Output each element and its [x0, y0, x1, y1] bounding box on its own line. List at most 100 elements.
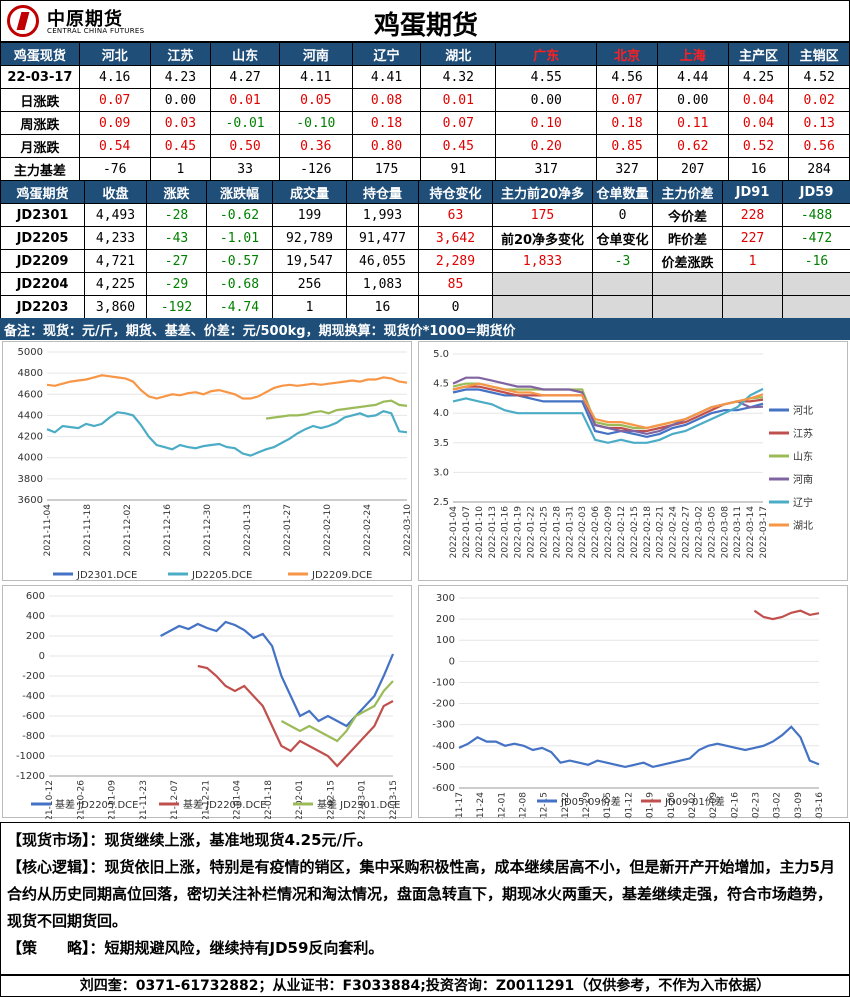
spot-cell: 0.07 — [596, 88, 658, 112]
chart-spread: 300 200 100 0 -100 -200 -300 -400 -500 -600 2021-1… — [418, 585, 848, 819]
company-logo: 中原期货 CENTRAL CHINA FUTURES — [7, 5, 167, 39]
spot-header-cell: 江苏 — [149, 42, 212, 66]
futures-cell: -43 — [146, 226, 207, 250]
commentary-strategy: 【策 略】：短期规避风险，继续持有JD59反向套利。 — [7, 935, 843, 962]
spot-cell: 1 — [149, 157, 212, 181]
futures-cell: -28 — [146, 203, 207, 227]
spot-header-cell: 北京 — [596, 42, 658, 66]
futures-cell: 今价差 — [652, 203, 723, 227]
y-tick-label: 3.5 — [433, 438, 449, 449]
basis-chart: 6004002000-200-400-600-800-1000-12002021… — [16, 591, 401, 819]
spot-cell: 0.50 — [210, 134, 280, 158]
y-tick-label: 0 — [449, 656, 455, 667]
spot-row: 日涨跌 0.07 0.00 0.01 0.05 0.08 0.01 0.00 0.07 0.00 0… — [0, 88, 850, 112]
x-tick-label: 2022-03-10 — [403, 504, 413, 557]
y-tick-label: 400 — [26, 611, 45, 622]
spot-cell: 284 — [788, 157, 850, 181]
x-tick-label: 2022-03-16 — [815, 792, 825, 819]
futures-table: 鸡蛋期货 收盘 涨跌 涨跌幅 成交量 持仓量 持仓变化 主力前20净多 仓单数量 主力价差 JD91… — [0, 180, 850, 319]
futures-cell — [722, 272, 783, 296]
futures-cell: -0.68 — [206, 272, 273, 296]
futures-cell: 4,225 — [84, 272, 147, 296]
x-tick-label: 2021-11-09 — [108, 780, 118, 819]
x-tick-label: 2022-02-03 — [578, 506, 588, 558]
series-line — [280, 680, 394, 743]
x-tick-label: 2022-01-04 — [233, 780, 243, 819]
commentary: 【现货市场】：现货继续上涨，基准地现货4.25元/斤。 【核心逻辑】：现货依旧上… — [0, 822, 850, 975]
futures-cell: 3,860 — [84, 295, 147, 319]
spot-cell: 4.32 — [420, 65, 497, 89]
spot-cell: 0.01 — [210, 88, 280, 112]
report-header: 中原期货 CENTRAL CHINA FUTURES 鸡蛋期货 — [0, 0, 850, 42]
x-tick-label: 2022-01-26 — [667, 792, 677, 819]
futures-header-cell: 仓单数量 — [592, 180, 653, 204]
spot-cell: 4.16 — [78, 65, 151, 89]
y-tick-label: -400 — [22, 691, 45, 702]
spot-cell: 0.08 — [351, 88, 422, 112]
x-tick-label: 2021-12-22 — [561, 792, 571, 819]
logo-en: CENTRAL CHINA FUTURES — [47, 27, 145, 35]
legend-label: 湖北 — [793, 520, 813, 532]
spot-cell: 4.56 — [596, 65, 658, 89]
spot-cell: 317 — [495, 157, 598, 181]
x-tick-label: 2022-03-02 — [694, 506, 704, 558]
spot-row-label: 日涨跌 — [0, 88, 80, 112]
y-tick-label: 5.0 — [433, 349, 449, 360]
y-tick-label: 4800 — [18, 368, 43, 379]
spread-chart: 3002001000-100-200-300-400-500-6002021-1… — [432, 593, 825, 819]
futures-cell: JD2203 — [0, 295, 85, 319]
futures-cell: 92,789 — [272, 226, 347, 250]
x-tick-label: 2022-03-08 — [720, 506, 730, 559]
y-tick-label: 2.5 — [433, 497, 449, 508]
futures-row: JD2204 4,225 -29 -0.68 256 1,083 85 — [0, 272, 850, 296]
commentary-logic: 【核心逻辑】：现货依旧上涨，特别是有疫情的销区，集中采购积极性高，成本继续居高不… — [7, 854, 843, 935]
x-tick-label: 2022-01-12 — [624, 792, 634, 819]
futures-cell: -27 — [146, 249, 207, 273]
y-tick-label: 5000 — [18, 347, 43, 358]
futures-cell — [592, 272, 653, 296]
text-logic: 现货依旧上涨，特别是有疫情的销区，集中采购积极性高，成本继续居高不小，但是新开产… — [7, 858, 835, 930]
page-title: 鸡蛋期货 — [373, 11, 478, 41]
x-tick-label: 2022-02-27 — [682, 506, 692, 558]
spot-row-label: 22-03-17 — [0, 65, 80, 89]
y-tick-label: 3600 — [18, 495, 43, 506]
y-tick-label: -200 — [22, 671, 45, 682]
spot-cell: 4.52 — [788, 65, 850, 89]
x-tick-label: 2022-03-14 — [746, 506, 756, 559]
spot-cell: 0.56 — [788, 134, 850, 158]
spot-header-row: 鸡蛋现货 河北 江苏 山东 河南 辽宁 湖北 广东 北京 上海 主产区 主销区 — [0, 42, 850, 66]
futures-cell: 85 — [418, 272, 493, 296]
spot-cell: 0.13 — [788, 111, 850, 135]
x-tick-label: 2022-03-02 — [773, 792, 783, 819]
legend-label: 辽宁 — [793, 496, 813, 509]
x-tick-label: 2021-12-02 — [123, 504, 133, 556]
spot-cell: 4.55 — [495, 65, 598, 89]
x-tick-label: 2021-12-07 — [170, 780, 180, 819]
x-tick-label: 2021-12-08 — [519, 792, 529, 819]
futures-cell: JD2301 — [0, 203, 85, 227]
futures-cell: 1,993 — [346, 203, 419, 227]
spot-cell: 0.07 — [78, 88, 151, 112]
series-line — [452, 388, 764, 439]
x-tick-label: 2022-01-13 — [243, 504, 253, 556]
x-tick-label: 2021-10-26 — [76, 780, 86, 819]
spot-cell: 0.80 — [351, 134, 422, 158]
x-tick-label: 2021-12-21 — [201, 780, 211, 819]
x-tick-label: 2022-02-15 — [630, 506, 640, 558]
x-tick-label: 2022-03-15 — [389, 780, 399, 819]
x-tick-label: 2022-01-27 — [283, 504, 293, 556]
spot-cell: 0.18 — [351, 111, 422, 135]
spot-cell: 175 — [351, 157, 422, 181]
x-tick-label: 2022-02-18 — [643, 506, 653, 559]
legend-label: 山东 — [793, 450, 813, 463]
futures-cell: 91,477 — [346, 226, 419, 250]
x-tick-label: 2022-01-28 — [552, 506, 562, 559]
futures-row: JD2209 4,721 -27 -0.57 19,547 46,055 2,289 1,83… — [0, 249, 850, 273]
y-tick-label: 3800 — [18, 474, 43, 485]
futures-cell: 价差涨跌 — [652, 249, 723, 273]
x-tick-label: 2021-11-23 — [139, 780, 149, 819]
spot-cell: 0.04 — [727, 111, 790, 135]
spot-header-cell: 广东 — [495, 42, 598, 66]
futures-header-cell: JD91 — [722, 180, 783, 204]
futures-row: JD2301 4,493 -28 -0.62 199 1,993 63 175 0 今价差 228-… — [0, 203, 850, 227]
